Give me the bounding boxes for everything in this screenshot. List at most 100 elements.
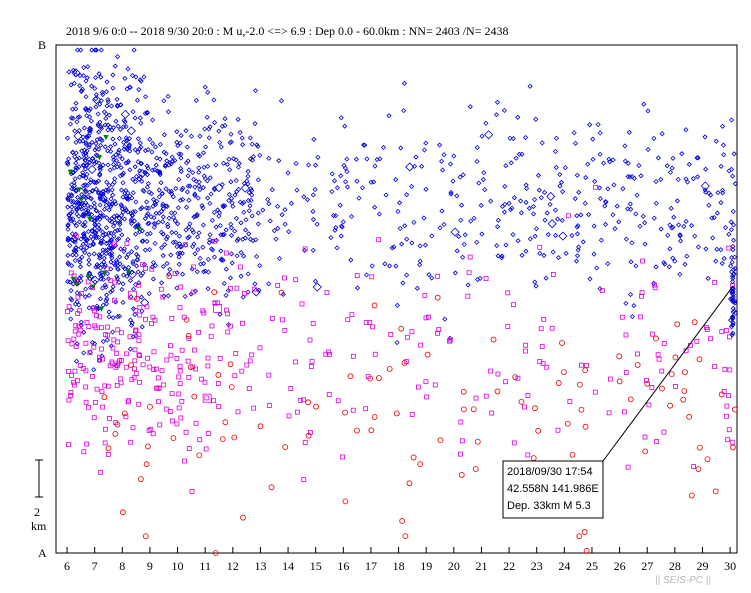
data-point-diamond (152, 167, 158, 173)
data-point-diamond (97, 164, 103, 171)
data-point-diamond (108, 196, 114, 202)
data-point-triangle (70, 276, 76, 283)
data-point-circle (634, 361, 641, 368)
data-point-diamond (166, 215, 172, 221)
data-point-diamond (523, 199, 529, 206)
data-point-square (190, 289, 196, 295)
data-point-diamond (86, 133, 92, 139)
data-point-square (73, 233, 79, 239)
data-point-diamond (462, 232, 468, 238)
data-point-diamond (81, 233, 87, 239)
data-point-diamond (700, 181, 710, 191)
data-point-diamond (183, 227, 189, 233)
data-point-diamond (143, 205, 149, 211)
x-tick-label: 9 (147, 559, 153, 573)
data-point-square (152, 317, 158, 323)
data-point-circle (128, 362, 134, 369)
data-point-square (367, 320, 373, 325)
data-point-diamond (106, 112, 112, 118)
data-point-diamond (71, 220, 77, 226)
data-point-square (123, 414, 129, 420)
data-point-circle (399, 518, 406, 524)
data-point-circle (257, 423, 264, 430)
data-point-square (177, 381, 183, 387)
data-point-circle (688, 492, 695, 499)
data-point-diamond (720, 190, 726, 196)
data-point-diamond (156, 210, 162, 216)
data-point-diamond (642, 220, 648, 226)
data-point-square (176, 391, 182, 397)
data-point-diamond (533, 226, 539, 232)
data-point-diamond (165, 293, 171, 299)
data-point-circle (644, 380, 651, 387)
data-point-diamond (135, 149, 141, 155)
data-point-circle (187, 364, 194, 371)
data-point-diamond (730, 237, 737, 243)
data-point-diamond (333, 224, 339, 231)
data-point-diamond (75, 200, 81, 207)
data-point-diamond (83, 240, 89, 247)
data-point-square (71, 336, 77, 342)
data-point-diamond (77, 204, 84, 210)
data-point-diamond (137, 146, 143, 152)
data-point-diamond (95, 214, 102, 220)
data-point-square (186, 446, 192, 451)
data-point-diamond (526, 205, 532, 211)
data-point-square (102, 440, 108, 446)
data-point-diamond (109, 201, 115, 207)
data-point-square (691, 464, 696, 469)
data-point-diamond (276, 255, 283, 262)
data-point-diamond (122, 75, 128, 81)
data-point-diamond (117, 219, 123, 226)
data-point-diamond (94, 215, 100, 221)
data-point-circle (434, 294, 441, 301)
data-point-diamond (238, 220, 244, 226)
data-point-diamond (108, 259, 114, 265)
data-point-square (177, 363, 183, 369)
data-point-diamond (82, 157, 88, 163)
data-point-diamond (76, 128, 82, 134)
data-point-square (324, 290, 330, 296)
data-point-diamond (160, 206, 166, 212)
x-tick-label: 25 (586, 559, 598, 573)
data-point-circle (582, 367, 589, 374)
data-point-diamond (245, 168, 251, 174)
data-point-square (84, 441, 90, 447)
x-tick-label: 28 (669, 559, 681, 573)
data-point-diamond (180, 196, 186, 203)
x-tick-label: 19 (420, 559, 432, 573)
data-point-diamond (138, 120, 144, 126)
data-point-diamond (413, 154, 419, 160)
data-point-diamond (226, 191, 232, 198)
data-point-diamond (637, 223, 643, 229)
data-point-diamond (87, 243, 93, 249)
data-point-diamond (558, 179, 565, 185)
data-point-square (224, 307, 229, 313)
data-point-diamond (706, 190, 712, 196)
data-point-diamond (479, 231, 485, 237)
data-point-diamond (165, 93, 171, 99)
data-point-diamond (721, 152, 727, 158)
data-point-square (81, 449, 87, 455)
data-point-diamond (249, 213, 255, 219)
data-point-diamond (468, 218, 474, 224)
data-point-diamond (161, 98, 167, 104)
data-point-square (233, 351, 239, 356)
data-point-diamond (344, 169, 350, 175)
data-point-circle (674, 321, 681, 328)
x-tick-label: 14 (282, 559, 294, 573)
data-point-diamond (483, 120, 489, 126)
data-point-diamond (553, 164, 559, 170)
data-point-circle (144, 443, 151, 450)
data-point-diamond (195, 246, 201, 253)
data-point-diamond (667, 222, 673, 228)
data-point-diamond (102, 144, 108, 150)
data-point-diamond (112, 63, 118, 69)
data-point-diamond (83, 189, 89, 195)
data-point-diamond (64, 160, 70, 166)
x-tick-label: 8 (119, 559, 125, 573)
data-point-diamond (93, 179, 100, 185)
data-point-diamond (115, 123, 121, 129)
data-point-diamond (653, 178, 659, 185)
data-point-diamond (76, 199, 82, 205)
